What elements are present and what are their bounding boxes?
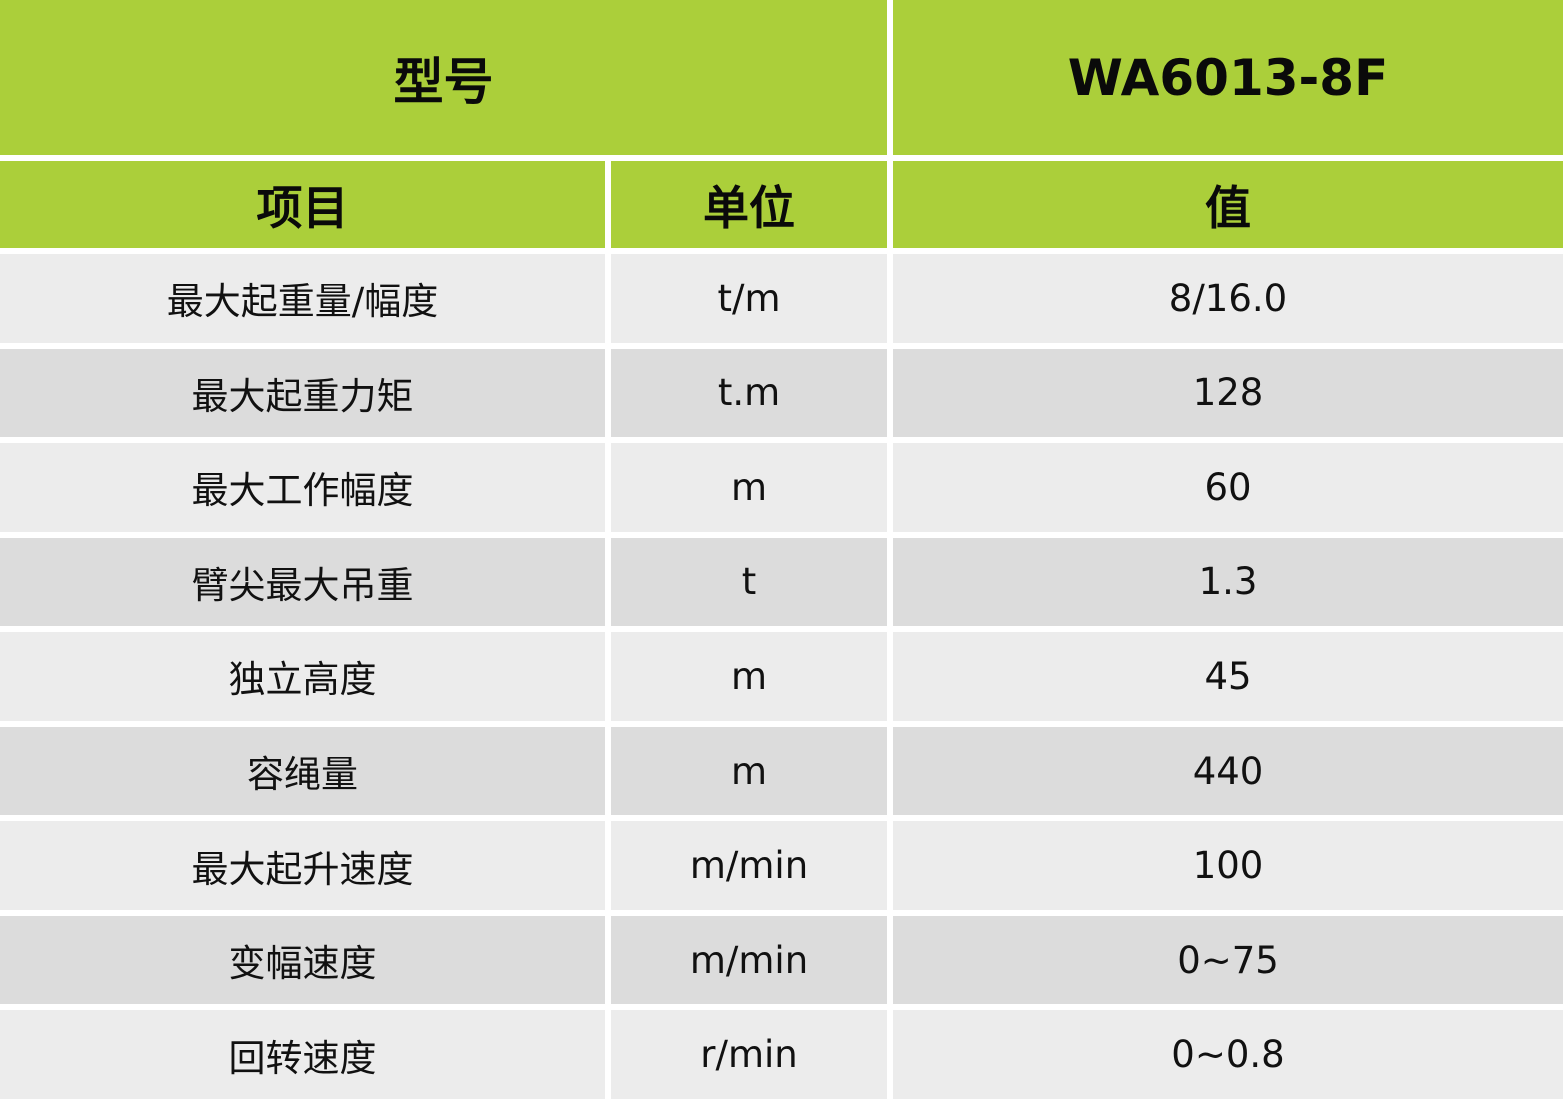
table-cell-item: 臂尖最大吊重 (0, 537, 605, 627)
table-cell-item: 最大工作幅度 (0, 443, 605, 532)
table-cell-value: 128 (893, 348, 1563, 438)
table-cell-unit: m (611, 443, 887, 532)
table-cell-value: 100 (893, 821, 1563, 910)
table-cell-item: 独立高度 (0, 632, 605, 721)
table-cell-value: 1.3 (893, 537, 1563, 627)
table-cell-unit: m (611, 632, 887, 721)
column-header-value: 值 (893, 161, 1563, 248)
table-cell-item: 回转速度 (0, 1010, 605, 1099)
table-cell-unit: t.m (611, 348, 887, 438)
table-cell-item: 容绳量 (0, 726, 605, 816)
table-cell-value: 45 (893, 632, 1563, 721)
table-cell-unit: m (611, 726, 887, 816)
table-cell-item: 最大起升速度 (0, 821, 605, 910)
model-value: WA6013-8F (893, 0, 1563, 155)
table-cell-value: 0~75 (893, 915, 1563, 1005)
table-cell-item: 最大起重量/幅度 (0, 254, 605, 343)
table-cell-unit: m/min (611, 821, 887, 910)
table-cell-value: 0~0.8 (893, 1010, 1563, 1099)
table-cell-unit: r/min (611, 1010, 887, 1099)
table-cell-unit: t (611, 537, 887, 627)
table-cell-value: 8/16.0 (893, 254, 1563, 343)
table-cell-unit: t/m (611, 254, 887, 343)
table-cell-value: 60 (893, 443, 1563, 532)
table-cell-item: 变幅速度 (0, 915, 605, 1005)
table-cell-value: 440 (893, 726, 1563, 816)
table-cell-item: 最大起重力矩 (0, 348, 605, 438)
model-label: 型号 (0, 0, 887, 155)
column-header-unit: 单位 (611, 161, 887, 248)
column-header-item: 项目 (0, 161, 605, 248)
table-cell-unit: m/min (611, 915, 887, 1005)
